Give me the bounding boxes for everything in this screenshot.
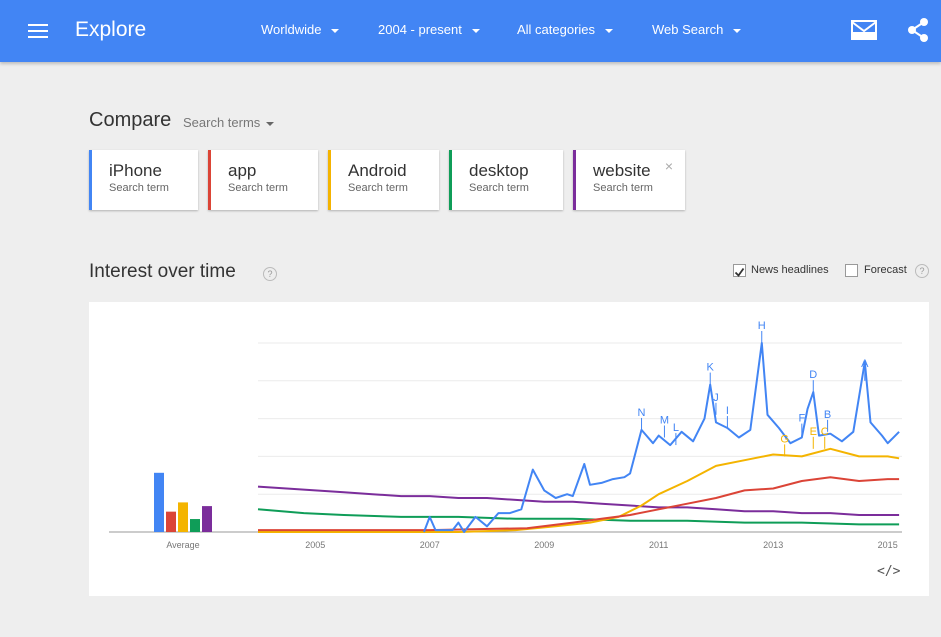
x-tick-label: 2009 — [534, 540, 554, 550]
hamburger-menu-icon[interactable] — [28, 24, 48, 40]
annotation-marker: F — [798, 413, 805, 425]
annotation-marker: N — [638, 407, 646, 419]
annotation-marker: M — [660, 415, 669, 427]
mail-icon[interactable] — [851, 19, 877, 41]
series-line-iphone — [423, 342, 900, 533]
location-filter-label: Worldwide — [261, 22, 322, 37]
x-tick-label: 2007 — [420, 540, 440, 550]
x-tick-label: 2011 — [649, 540, 668, 550]
annotation-marker: A — [861, 358, 869, 370]
forecast-label: Forecast — [864, 264, 907, 276]
annotation-marker: B — [824, 409, 831, 421]
term-type-label: Search term — [348, 182, 408, 194]
annotation-marker: E — [810, 426, 817, 438]
term-color-bar — [208, 150, 211, 210]
annotation-marker: G — [780, 433, 789, 445]
forecast-checkbox[interactable] — [845, 264, 858, 277]
annotation-marker: L — [673, 422, 679, 434]
term-name: Android — [348, 161, 407, 180]
series-line-website — [257, 485, 900, 516]
term-type-label: Search term — [469, 182, 529, 194]
average-bar — [166, 511, 176, 532]
chevron-down-icon — [733, 28, 742, 33]
category-filter-dropdown[interactable]: All categories — [517, 22, 614, 37]
term-color-bar — [89, 150, 92, 210]
search-type-filter-label: Web Search — [652, 22, 724, 37]
chevron-down-icon — [605, 28, 614, 33]
term-name: website — [593, 161, 651, 180]
average-bar — [154, 472, 164, 532]
term-type-label: Search term — [109, 182, 169, 194]
average-bar — [178, 502, 188, 532]
term-name: app — [228, 161, 257, 180]
share-icon[interactable] — [906, 17, 930, 43]
term-card-website[interactable]: website Search term × — [573, 150, 685, 210]
top-app-bar: Explore Worldwide 2004 - present All cat… — [0, 0, 941, 62]
search-type-filter-dropdown[interactable]: Web Search — [652, 22, 742, 37]
term-type-label: Search term — [228, 182, 288, 194]
chevron-down-icon — [331, 28, 340, 33]
compare-type-dropdown[interactable]: Search terms — [183, 115, 275, 130]
news-headlines-checkbox[interactable] — [733, 264, 746, 277]
average-bar — [190, 519, 200, 532]
term-type-label: Search term — [593, 182, 653, 194]
checkmark-icon — [734, 267, 745, 277]
term-color-bar — [449, 150, 452, 210]
annotation-marker: J — [713, 392, 719, 404]
annotation-marker: K — [707, 362, 715, 374]
x-tick-label: 2005 — [305, 540, 325, 550]
embed-code-icon[interactable]: </> — [877, 564, 901, 579]
interest-over-time-chart: Average 2005 2007 2009 2011 2013 2015 N ML K JI H GF… — [109, 320, 902, 550]
help-icon[interactable]: ? — [263, 267, 277, 281]
news-headlines-label: News headlines — [751, 264, 829, 276]
annotation-marker: C — [821, 426, 829, 438]
remove-term-close-icon[interactable]: × — [664, 158, 673, 174]
term-name: iPhone — [109, 161, 162, 180]
interest-chart-panel: Average 2005 2007 2009 2011 2013 2015 N M L K J I H G F… — [89, 302, 929, 596]
term-color-bar — [328, 150, 331, 210]
compare-type-label: Search terms — [183, 115, 261, 130]
interest-over-time-heading: Interest over time — [89, 261, 236, 282]
time-range-filter-label: 2004 - present — [378, 22, 462, 37]
x-tick-label: 2015 — [878, 540, 898, 550]
x-tick-label: 2013 — [763, 540, 783, 550]
compare-heading: Compare — [89, 109, 172, 131]
chevron-down-icon — [266, 121, 275, 126]
chevron-down-icon — [471, 28, 480, 33]
series-line-desktop — [257, 508, 900, 526]
average-label: Average — [166, 540, 199, 550]
term-color-bar — [573, 150, 576, 210]
category-filter-label: All categories — [517, 22, 596, 37]
term-card-android[interactable]: Android Search term — [328, 150, 439, 210]
time-range-filter-dropdown[interactable]: 2004 - present — [378, 22, 480, 37]
annotation-marker: I — [726, 405, 729, 417]
series-line-android — [258, 447, 900, 533]
app-title: Explore — [75, 18, 147, 41]
average-bar — [202, 506, 212, 532]
term-card-iphone[interactable]: iPhone Search term — [89, 150, 198, 210]
annotation-marker: H — [758, 320, 766, 332]
forecast-help-icon[interactable]: ? — [915, 264, 929, 278]
term-card-desktop[interactable]: desktop Search term — [449, 150, 563, 210]
annotation-marker: D — [809, 369, 817, 381]
location-filter-dropdown[interactable]: Worldwide — [261, 22, 340, 37]
series-line-app — [258, 476, 900, 532]
term-name: desktop — [469, 161, 529, 180]
term-card-app[interactable]: app Search term — [208, 150, 318, 210]
